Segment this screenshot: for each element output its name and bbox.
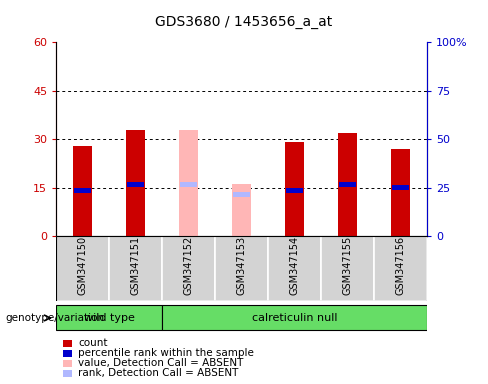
Bar (392, 185, 409, 190)
Text: GSM347152: GSM347152 (183, 236, 194, 295)
Bar (74, 189, 91, 193)
Bar (268, 236, 321, 301)
Text: count: count (78, 338, 107, 348)
Bar (126, 129, 145, 236)
Bar (339, 182, 356, 187)
Bar (321, 236, 374, 301)
Text: GSM347154: GSM347154 (289, 236, 300, 295)
Bar (232, 184, 251, 236)
Bar (391, 149, 410, 236)
Bar (127, 182, 144, 187)
Text: GDS3680 / 1453656_a_at: GDS3680 / 1453656_a_at (155, 15, 333, 28)
Bar (215, 236, 268, 301)
Text: GSM347150: GSM347150 (78, 236, 88, 295)
Text: wild type: wild type (83, 313, 135, 323)
Bar (286, 189, 304, 193)
Text: GSM347155: GSM347155 (343, 236, 352, 295)
Text: calreticulin null: calreticulin null (252, 313, 337, 323)
Text: value, Detection Call = ABSENT: value, Detection Call = ABSENT (78, 358, 244, 368)
Bar (56, 305, 162, 330)
Text: rank, Detection Call = ABSENT: rank, Detection Call = ABSENT (78, 368, 239, 378)
Bar (56, 236, 109, 301)
Bar (180, 182, 197, 187)
Bar (73, 146, 92, 236)
Bar (374, 236, 427, 301)
Text: GSM347151: GSM347151 (131, 236, 141, 295)
Text: GSM347156: GSM347156 (395, 236, 406, 295)
Text: percentile rank within the sample: percentile rank within the sample (78, 348, 254, 358)
Bar (285, 142, 304, 236)
Bar (109, 236, 162, 301)
Bar (162, 305, 427, 330)
Bar (338, 133, 357, 236)
Bar (162, 236, 215, 301)
Bar (179, 129, 198, 236)
Text: genotype/variation: genotype/variation (5, 313, 104, 323)
Bar (233, 192, 250, 197)
Text: GSM347153: GSM347153 (237, 236, 246, 295)
